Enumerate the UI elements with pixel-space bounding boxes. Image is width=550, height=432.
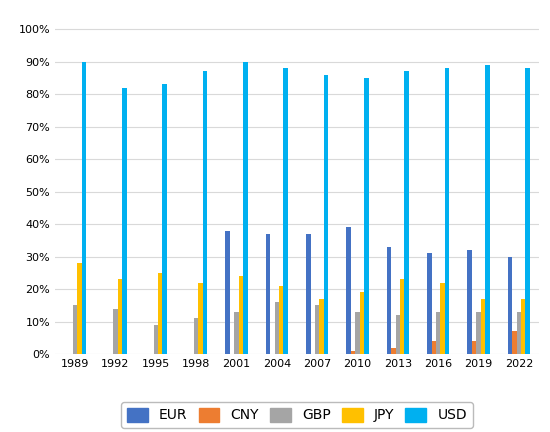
Bar — [441, 283, 445, 354]
Bar — [194, 318, 199, 354]
Bar — [266, 234, 270, 354]
Bar — [476, 312, 481, 354]
Bar — [153, 325, 158, 354]
Bar — [387, 247, 391, 354]
Bar — [468, 250, 472, 354]
Bar — [445, 68, 449, 354]
Bar — [324, 75, 328, 354]
Bar — [234, 312, 239, 354]
Legend: EUR, CNY, GBP, JPY, USD: EUR, CNY, GBP, JPY, USD — [122, 402, 472, 428]
Bar — [516, 312, 521, 354]
Bar — [391, 348, 395, 354]
Bar — [355, 312, 360, 354]
Bar — [436, 312, 441, 354]
Bar — [243, 62, 248, 354]
Bar — [162, 85, 167, 354]
Bar — [315, 305, 320, 354]
Bar — [158, 273, 162, 354]
Bar — [521, 299, 525, 354]
Bar — [512, 331, 516, 354]
Bar — [395, 315, 400, 354]
Bar — [73, 305, 78, 354]
Bar — [279, 286, 283, 354]
Bar — [78, 263, 82, 354]
Bar — [274, 302, 279, 354]
Bar — [404, 71, 409, 354]
Bar — [508, 257, 512, 354]
Bar — [481, 299, 485, 354]
Bar — [118, 280, 122, 354]
Bar — [360, 292, 364, 354]
Bar — [199, 283, 203, 354]
Bar — [203, 71, 207, 354]
Bar — [351, 351, 355, 354]
Bar — [239, 276, 243, 354]
Bar — [432, 341, 436, 354]
Bar — [122, 88, 127, 354]
Bar — [364, 78, 368, 354]
Bar — [472, 341, 476, 354]
Bar — [400, 280, 404, 354]
Bar — [320, 299, 324, 354]
Bar — [525, 68, 530, 354]
Bar — [485, 65, 490, 354]
Bar — [346, 228, 351, 354]
Bar — [427, 254, 432, 354]
Bar — [306, 234, 311, 354]
Bar — [226, 231, 230, 354]
Bar — [283, 68, 288, 354]
Bar — [113, 309, 118, 354]
Bar — [82, 62, 86, 354]
